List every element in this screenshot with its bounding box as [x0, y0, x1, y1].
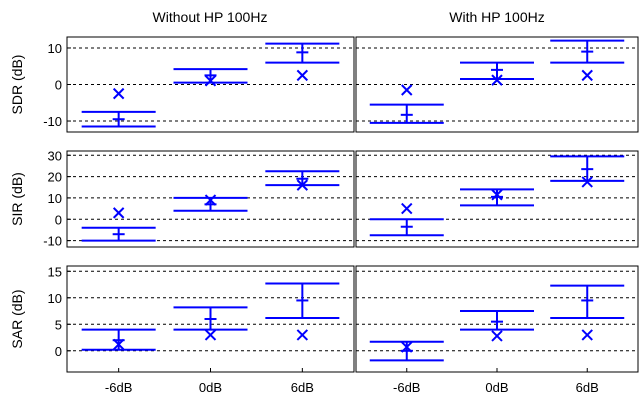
ytick-label-sir-10: 10: [48, 191, 62, 206]
xtick-label-2-0: -6dB: [393, 380, 420, 395]
ytick-label-sir-0: 0: [55, 212, 62, 227]
panel-frame-sir-col2: [355, 150, 639, 248]
cross-marker-sar-0: [401, 341, 413, 353]
cross-marker-sdr-2: [296, 69, 309, 82]
panels-group: SDR (dB) -10 0 10 SIR (dB) -10 0 10 20 30 SAR (dB)…: [9, 36, 639, 395]
ylabel-sir: SIR (dB): [9, 172, 25, 226]
cross-marker-sar-1: [204, 329, 217, 341]
ytick-label-sar-10: 10: [48, 291, 62, 306]
panel-sdr-col2: [355, 36, 639, 133]
xtick-label-2-2: 6dB: [576, 380, 599, 395]
xtick-label-2-1: 0dB: [485, 380, 508, 395]
ytick-label-sdr-10: 10: [48, 41, 62, 56]
cross-marker-sir-0: [401, 202, 413, 215]
panel-frame-sdr-col2: [355, 36, 639, 133]
cross-marker-sdr-1: [491, 74, 503, 86]
cross-marker-sir-0: [112, 207, 125, 219]
ylabel-sdr: SDR (dB): [9, 55, 25, 115]
ylabel-sar: SAR (dB): [9, 289, 25, 348]
cross-marker-sar-0: [112, 338, 125, 351]
cross-marker-sir-2: [296, 179, 309, 191]
xtick-label-1-1: 0dB: [199, 380, 222, 395]
cross-marker-sir-1: [204, 194, 217, 206]
cross-marker-sdr-2: [581, 69, 593, 82]
cross-marker-sar-2: [296, 329, 309, 341]
cross-marker-sar-1: [491, 330, 503, 342]
panel-frame-sir-col1: [66, 150, 355, 248]
cross-marker-sdr-1: [204, 75, 217, 87]
panel-sir-col1: -10 0 10 20 30: [43, 148, 355, 249]
panel-frame-sdr-col1: [66, 36, 355, 133]
xtick-label-1-0: -6dB: [105, 380, 132, 395]
cross-marker-sar-2: [581, 329, 593, 341]
ytick-label-sar-15: 15: [48, 264, 62, 279]
ytick-label-sir-30: 30: [48, 148, 62, 163]
ytick-label-sar-5: 5: [55, 317, 62, 332]
xtick-label-1-2: 6dB: [291, 380, 314, 395]
column-title-with-hp: With HP 100Hz: [449, 9, 544, 25]
panel-sir-col2: [355, 150, 639, 248]
panel-sar-col2: -6dB 0dB 6dB: [355, 265, 639, 395]
panel-sar-col1: 0 5 10 15 -6dB 0dB 6dB: [48, 264, 355, 395]
ytick-label-sar-0: 0: [55, 344, 62, 359]
panel-frame-sar-col2: [355, 265, 639, 373]
panel-frame-sar-col1: [66, 265, 355, 373]
cross-marker-sir-2: [581, 176, 593, 188]
cross-marker-sdr-0: [401, 84, 413, 96]
ytick-label-sdr-0: 0: [55, 78, 62, 93]
ytick-label-sdr--10: -10: [43, 114, 62, 129]
cross-marker-sir-1: [491, 189, 503, 201]
ytick-label-sir-20: 20: [48, 170, 62, 185]
panel-sdr-col1: -10 0 10: [43, 36, 355, 133]
column-title-without-hp: Without HP 100Hz: [153, 9, 268, 25]
ytick-label-sir--10: -10: [43, 234, 62, 249]
cross-marker-sdr-0: [112, 87, 125, 100]
